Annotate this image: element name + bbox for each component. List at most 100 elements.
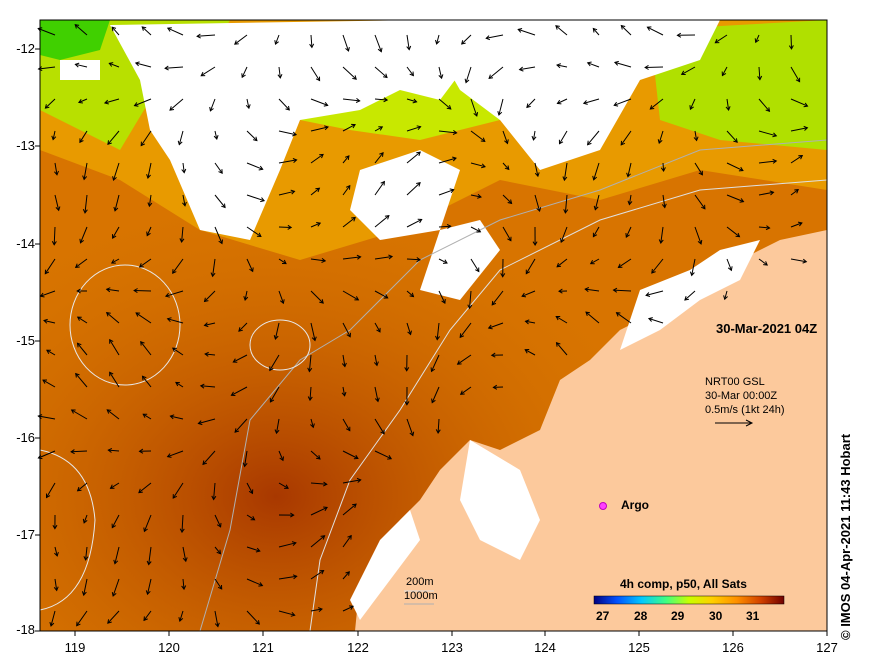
current-vector-head: [76, 288, 81, 294]
current-vector: [662, 194, 666, 208]
current-vector: [758, 98, 770, 112]
current-vector-head: [380, 180, 385, 186]
current-vector: [431, 354, 440, 372]
current-vector-head: [281, 259, 287, 265]
current-vector-head: [452, 156, 457, 162]
current-vector: [488, 66, 504, 79]
current-vector: [165, 290, 184, 297]
current-vector-head: [315, 187, 321, 193]
current-vector-head: [584, 287, 590, 292]
current-vector-head: [352, 75, 357, 80]
current-vector: [564, 194, 568, 213]
current-vector-head: [107, 619, 112, 624]
current-vector: [246, 194, 265, 202]
current-vector: [269, 354, 280, 371]
current-vector-head: [279, 299, 285, 305]
current-vector: [278, 482, 289, 489]
current-vector: [278, 542, 297, 548]
current-vector-head: [106, 409, 112, 414]
current-vector-head: [646, 26, 652, 31]
current-vector-head: [582, 100, 588, 105]
current-vector: [618, 258, 632, 268]
current-vector: [111, 514, 120, 528]
current-vector: [647, 26, 664, 36]
current-vector-head: [738, 166, 744, 172]
current-vector-head: [111, 591, 117, 597]
current-vector: [758, 258, 768, 266]
current-vector: [627, 162, 632, 177]
current-vector: [246, 482, 253, 494]
current-vector-head: [373, 361, 379, 367]
y-tick-label: -14: [16, 236, 35, 251]
current-vector: [52, 130, 56, 140]
current-vector-head: [651, 268, 656, 274]
current-vector-head: [146, 560, 152, 566]
current-vector-head: [169, 414, 175, 420]
current-vector: [438, 258, 448, 264]
current-vector-head: [287, 224, 293, 230]
current-vector: [342, 185, 351, 196]
current-vector-head: [42, 379, 48, 384]
current-vector-head: [409, 71, 414, 77]
current-vector: [178, 130, 184, 145]
current-vector-head: [693, 136, 699, 142]
current-vector: [524, 349, 536, 356]
current-vector-head: [315, 76, 321, 82]
current-vector: [75, 373, 88, 388]
current-vector-head: [323, 101, 329, 107]
current-vector-head: [138, 488, 143, 494]
current-vector-head: [279, 456, 284, 462]
current-vector-head: [383, 97, 389, 103]
current-vector-head: [232, 358, 238, 363]
current-vector: [374, 215, 390, 228]
current-vector-head: [459, 333, 465, 339]
current-vector: [790, 98, 808, 107]
current-vector: [310, 322, 316, 341]
current-vector: [406, 182, 421, 196]
y-tick-label: -12: [16, 41, 35, 56]
current-vector-head: [133, 102, 139, 107]
current-vector: [172, 258, 184, 274]
current-vector-head: [349, 605, 354, 610]
current-vector: [613, 289, 632, 292]
current-vector-head: [320, 535, 326, 540]
current-vector-head: [345, 571, 350, 576]
current-vector: [689, 98, 696, 110]
current-vector: [431, 386, 440, 403]
current-vector: [726, 130, 738, 143]
current-vector: [141, 26, 152, 36]
bathy-200m-label: 200m: [406, 576, 434, 588]
current-vector: [278, 130, 297, 136]
current-vector: [143, 610, 152, 621]
current-vector-head: [532, 241, 538, 246]
x-tick-label: 120: [158, 640, 180, 655]
x-tick-label: 122: [347, 640, 369, 655]
current-vector-head: [172, 269, 177, 274]
current-vector: [138, 482, 152, 493]
current-vector: [374, 126, 383, 132]
current-vector-head: [53, 586, 59, 592]
colorbar-tick: 27: [596, 609, 610, 623]
current-vector-head: [37, 27, 43, 33]
current-vector-head: [353, 454, 359, 460]
current-vector-head: [54, 551, 59, 557]
current-vector: [80, 226, 88, 243]
current-vector: [465, 66, 472, 83]
current-vector-head: [351, 123, 356, 129]
current-vector-head: [407, 330, 412, 336]
current-vector-head: [82, 175, 88, 181]
current-vector-head: [44, 104, 50, 109]
current-vector-head: [769, 190, 775, 196]
current-vector-head: [109, 338, 114, 344]
vector-legend-line1: NRT00 GSL: [705, 376, 765, 388]
current-vector: [592, 28, 600, 36]
current-vector: [342, 98, 360, 102]
current-vector-head: [141, 375, 147, 381]
current-vector: [470, 258, 480, 272]
current-vector: [557, 98, 568, 104]
current-vector: [274, 322, 280, 340]
current-vector-head: [500, 273, 506, 278]
current-vector: [585, 288, 600, 292]
current-vector: [555, 25, 568, 36]
vector-legend-line2: 30-Mar 00:00Z: [705, 390, 778, 402]
